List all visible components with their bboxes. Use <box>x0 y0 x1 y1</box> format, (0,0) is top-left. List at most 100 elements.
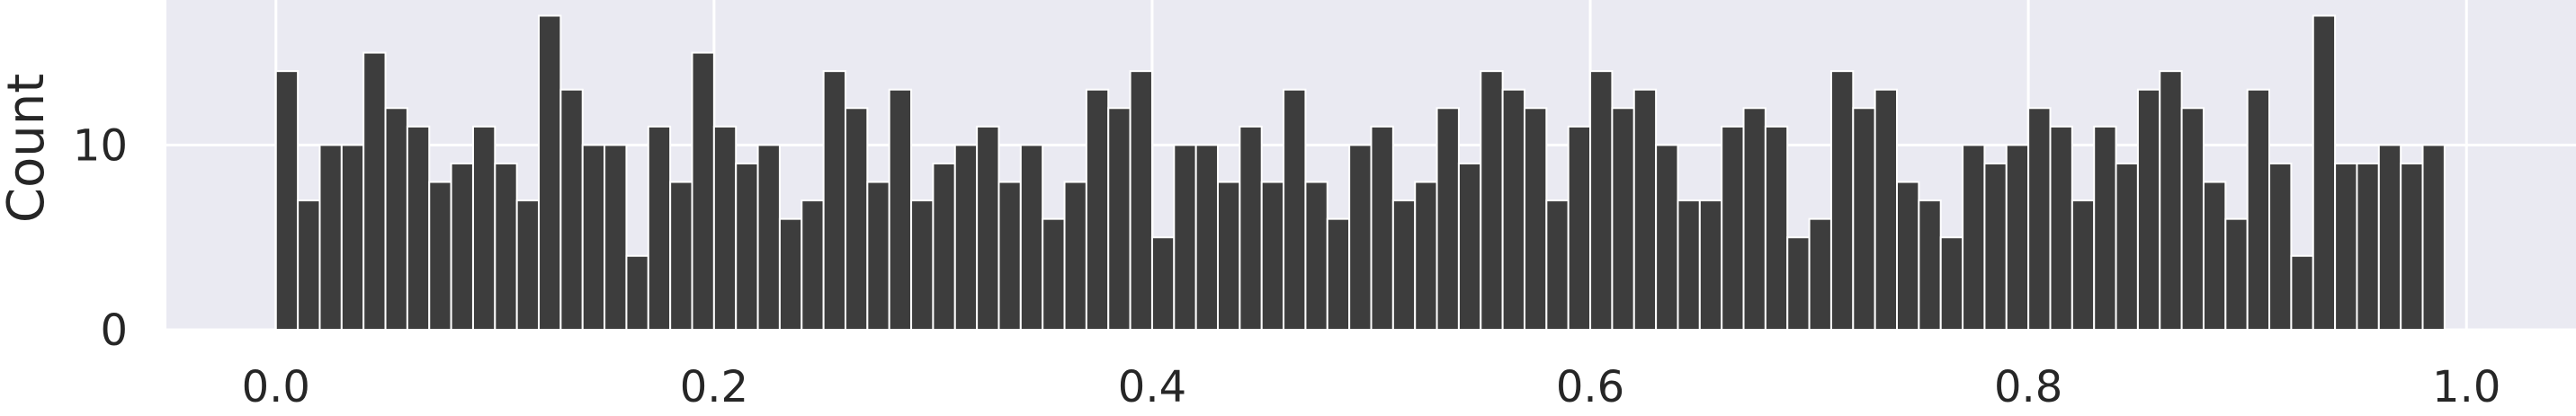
histogram-bar <box>844 107 869 331</box>
y-tick-label: 10 <box>73 120 128 171</box>
histogram-bar <box>2136 88 2161 331</box>
histogram-bar <box>384 107 408 331</box>
histogram-bar <box>910 199 935 331</box>
histogram-bar <box>1874 88 1899 331</box>
histogram-bar <box>2180 107 2205 331</box>
histogram-bar <box>976 125 1000 331</box>
histogram-bar <box>1063 181 1087 331</box>
histogram-bar <box>340 144 365 331</box>
histogram-bar <box>1326 217 1351 331</box>
histogram-bar <box>559 88 584 331</box>
histogram-bar <box>2005 144 2030 331</box>
histogram-bar <box>1107 107 1131 331</box>
x-tick-label: 0.0 <box>242 362 310 412</box>
histogram-bar <box>1764 125 1789 331</box>
histogram-bar <box>450 162 474 331</box>
histogram-bar <box>997 181 1022 331</box>
histogram-bar <box>625 254 649 331</box>
histogram-bar <box>2421 144 2446 331</box>
y-tick-labels: 0 10 <box>73 120 128 356</box>
histogram-bar <box>2027 107 2052 331</box>
histogram-bar <box>953 144 979 331</box>
histogram-bar <box>735 162 759 331</box>
histogram-bar <box>538 14 562 331</box>
histogram-bar <box>1852 107 1876 331</box>
histogram-bar <box>471 125 496 331</box>
histogram-bar <box>2334 162 2358 331</box>
x-tick-label: 0.6 <box>1556 362 1624 412</box>
histogram-bar <box>647 125 672 331</box>
histogram-bar <box>2312 14 2337 331</box>
histogram-bar <box>2290 254 2314 331</box>
histogram-bar <box>1239 125 1263 331</box>
histogram-bar <box>1042 217 1066 331</box>
histogram-bar <box>2400 162 2424 331</box>
histogram-bar <box>1786 236 1811 331</box>
histogram-bar <box>932 162 956 331</box>
histogram-bar <box>1173 144 1197 331</box>
histogram-bar <box>2159 70 2183 331</box>
histogram-bar <box>1019 144 1044 331</box>
histogram-bar <box>428 181 452 331</box>
histogram-bar <box>581 144 606 331</box>
histogram-bar <box>1567 125 1592 331</box>
histogram-bar <box>1085 88 1110 331</box>
histogram-bar <box>1150 236 1176 331</box>
histogram-bar <box>1283 88 1307 331</box>
histogram-bar <box>1260 181 1285 331</box>
histogram-bar <box>2071 199 2096 331</box>
histogram-bar <box>1962 144 1986 331</box>
histogram-bar <box>1677 199 1701 331</box>
histogram-bar <box>669 181 693 331</box>
histogram-bar <box>1129 70 1153 331</box>
histogram-bar <box>1896 181 1920 331</box>
histogram-bar <box>1391 199 1417 331</box>
histogram-bar <box>756 144 781 331</box>
histogram-bar <box>778 217 803 331</box>
histogram-bar <box>1194 144 1220 331</box>
histogram-bar <box>1457 162 1482 331</box>
histogram-bar <box>1655 144 1679 331</box>
y-tick-label: 0 <box>100 305 128 356</box>
y-axis-label: Count <box>0 74 56 223</box>
histogram-bar <box>1501 88 1525 331</box>
histogram-bar <box>1589 70 1614 331</box>
histogram-bar <box>1436 107 1460 331</box>
histogram-bar <box>2356 162 2380 331</box>
histogram-bar <box>1217 181 1241 331</box>
histogram-bar <box>866 181 890 331</box>
histogram-bar <box>1632 88 1658 331</box>
histogram-bar <box>318 144 343 331</box>
x-tick-label: 0.2 <box>680 362 748 412</box>
histogram-bar <box>1414 181 1438 331</box>
x-tick-label: 0.8 <box>1994 362 2062 412</box>
histogram-bar <box>297 199 321 331</box>
histogram-bar <box>801 199 825 331</box>
histogram-bar <box>274 70 300 331</box>
histogram-bar <box>822 70 846 331</box>
histogram-bar <box>2246 88 2271 331</box>
histogram-bar <box>1698 199 1723 331</box>
histogram-bar <box>2093 125 2117 331</box>
histogram-bar <box>1348 144 1373 331</box>
histogram-bar <box>1983 162 2008 331</box>
histogram-bar <box>1370 125 1394 331</box>
histogram-bar <box>494 162 518 331</box>
histogram-bar <box>888 88 913 331</box>
histogram-bar <box>604 144 628 331</box>
histogram-bar <box>691 51 715 331</box>
histogram-bar <box>362 51 387 331</box>
histogram-bar <box>2377 144 2402 331</box>
histogram-bar <box>2115 162 2139 331</box>
histogram-bar <box>712 125 738 331</box>
histogram-bar <box>406 125 431 331</box>
histogram-bar <box>2049 125 2073 331</box>
histogram-bar <box>2268 162 2293 331</box>
histogram-bar <box>2202 181 2227 331</box>
x-tick-labels: 0.0 0.2 0.4 0.6 0.8 1.0 <box>242 362 2501 412</box>
histogram-bar <box>2224 217 2249 331</box>
histogram-bar <box>1829 70 1855 331</box>
histogram-bars <box>274 14 2446 331</box>
histogram-bar <box>1523 107 1548 331</box>
